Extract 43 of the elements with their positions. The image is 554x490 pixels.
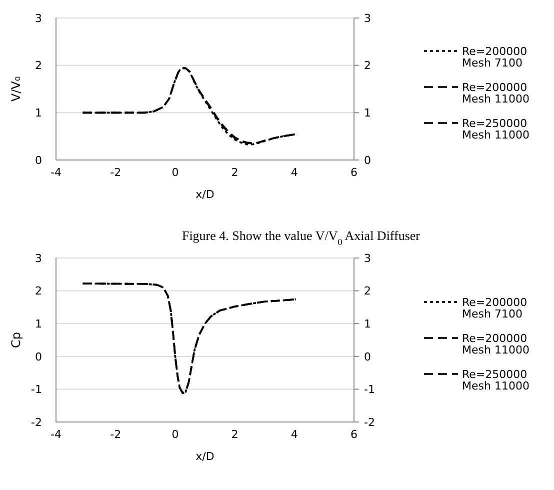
legend-label: Re=200000 Mesh 11000	[462, 332, 530, 356]
y-axis-title: V/V₀	[9, 76, 23, 102]
x-tick-label: 2	[231, 166, 238, 179]
x-tick-label: -2	[110, 428, 122, 441]
y2-tick-label: 0	[364, 154, 371, 167]
legend-label: Re=250000 Mesh 11000	[462, 368, 530, 392]
y-tick-label: 0	[35, 350, 42, 364]
x-tick-label: 6	[350, 428, 358, 441]
x-tick-label: -4	[50, 428, 62, 441]
y2-tick-label: 0	[364, 350, 371, 364]
y2-tick-label: -2	[364, 416, 375, 429]
x-axis-title: x/D	[196, 450, 214, 463]
y-axis-title: Cp	[9, 332, 23, 348]
x-tick-label: 4	[290, 428, 298, 441]
y2-tick-label: 1	[364, 106, 371, 120]
y-tick-label: 2	[35, 59, 42, 72]
x-tick-label: -4	[50, 166, 62, 179]
legend-label: Re=200000 Mesh 7100	[462, 296, 528, 320]
x-tick-label: 4	[290, 166, 298, 179]
y-tick-label: -2	[31, 416, 42, 429]
y-tick-label: 1	[35, 106, 42, 120]
x-tick-label: 0	[172, 166, 179, 179]
y-tick-label: 3	[35, 12, 42, 25]
legend-label: Re=200000 Mesh 11000	[462, 80, 530, 106]
y2-tick-label: 2	[364, 59, 371, 72]
x-axis-title: x/D	[196, 188, 214, 201]
x-tick-label: 6	[350, 166, 358, 179]
x-tick-label: 2	[231, 428, 238, 441]
y-tick-label: 3	[35, 252, 42, 265]
y-tick-label: -1	[31, 383, 42, 396]
x-tick-label: -2	[110, 166, 122, 179]
y2-tick-label: -1	[364, 383, 375, 396]
y-tick-label: 0	[35, 154, 42, 167]
legend-label: Re=200000 Mesh 7100	[462, 44, 528, 70]
caption: Figure 4. Show the value V/V$_{0}$ Axial Diffuser	[182, 228, 421, 247]
y2-tick-label: 3	[364, 12, 371, 25]
y2-tick-label: 3	[364, 252, 371, 265]
legend-label: Re=250000 Mesh 11000	[462, 116, 530, 142]
y-tick-label: 1	[35, 317, 42, 330]
y2-tick-label: 1	[364, 317, 371, 330]
y2-tick-label: 2	[364, 284, 371, 298]
y-tick-label: 2	[35, 284, 42, 298]
x-tick-label: 0	[172, 428, 179, 441]
